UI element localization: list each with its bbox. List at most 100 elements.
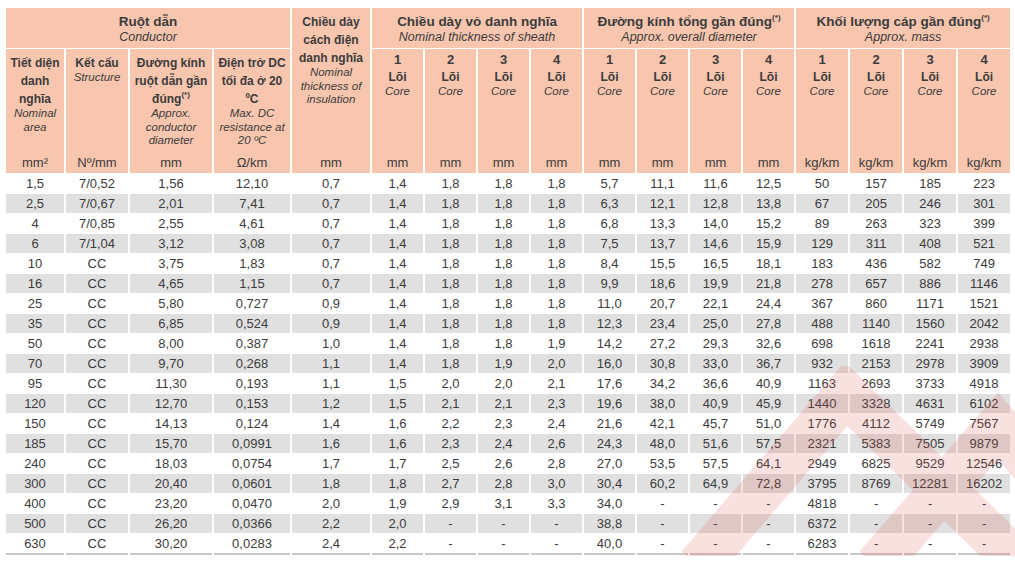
cell-sheath_2core: 2,7 [425, 474, 476, 493]
cell-sheath_4core: - [531, 534, 582, 555]
mass-core-4-column-header: 4LõiCorekg/km [958, 49, 1010, 173]
cell-mass_4core: - [958, 514, 1010, 533]
cell-area: 2,5 [6, 194, 64, 213]
cell-sheath_2core: 1,8 [425, 354, 476, 373]
cell-diameter_2core: 60,2 [637, 474, 688, 493]
cell-sheath_2core: 2,0 [425, 374, 476, 393]
cell-insulation_thickness: 1,0 [292, 334, 370, 353]
cell-conductor_diameter: 5,80 [130, 294, 212, 313]
cell-mass_3core: 9529 [904, 454, 956, 473]
cell-mass_4core: - [958, 494, 1010, 513]
mass-core-1-column-header: 1LõiCorekg/km [796, 49, 848, 173]
cell-area: 185 [6, 434, 64, 453]
cell-mass_2core: 205 [850, 194, 902, 213]
cell-diameter_4core: 21,8 [743, 274, 794, 293]
cell-mass_1core: 1776 [796, 414, 848, 433]
cell-diameter_2core: 13,7 [637, 234, 688, 253]
cell-sheath_4core: 3,3 [531, 494, 582, 513]
table-row: 2,57/0,672,017,410,71,41,81,81,86,312,11… [6, 194, 1010, 213]
table-row: 95CC11,300,1931,11,52,02,02,117,634,236,… [6, 374, 1010, 393]
cell-sheath_2core: 1,8 [425, 274, 476, 293]
insulation-column-header: Chiều dày cách điện danh nghĩa Nominal t… [292, 8, 370, 173]
cell-mass_2core: 2153 [850, 354, 902, 373]
cell-mass_3core: 582 [904, 254, 956, 273]
cell-sheath_3core: 1,8 [478, 334, 529, 353]
cell-mass_2core: 4112 [850, 414, 902, 433]
cell-diameter_2core: 18,6 [637, 274, 688, 293]
cell-dc_resistance: 0,727 [214, 294, 290, 313]
cell-sheath_3core: 1,8 [478, 234, 529, 253]
cell-structure: CC [66, 254, 128, 273]
conductor-diameter-column-header: Đường kính ruột dẫn gần đúng(*) Approx. … [130, 49, 212, 173]
cell-sheath_3core: 2,1 [478, 394, 529, 413]
cell-insulation_thickness: 1,2 [292, 394, 370, 413]
cell-sheath_3core: 1,8 [478, 254, 529, 273]
footnote-marker: (*) [181, 90, 189, 99]
cell-mass_1core: 2321 [796, 434, 848, 453]
diameter-core-2-column-header: 2LõiCoremm [637, 49, 688, 173]
cell-diameter_1core: 24,3 [584, 434, 635, 453]
cell-diameter_3core: 40,9 [690, 394, 741, 413]
table-row: 185CC15,700,09911,61,62,32,42,624,348,05… [6, 434, 1010, 453]
group-title-en: Approx. overall diameter [584, 30, 794, 45]
cell-mass_2core: 2693 [850, 374, 902, 393]
cell-conductor_diameter: 20,40 [130, 474, 212, 493]
cell-area: 10 [6, 254, 64, 273]
cell-sheath_1core: 1,4 [372, 234, 423, 253]
cell-mass_1core: 1163 [796, 374, 848, 393]
column-title-vi: Tiết diện danh nghĩa [10, 56, 59, 106]
cell-mass_3core: 1560 [904, 314, 956, 333]
cell-sheath_1core: 1,4 [372, 174, 423, 193]
cell-diameter_2core: 11,1 [637, 174, 688, 193]
cell-sheath_2core: 2,2 [425, 414, 476, 433]
cable-spec-table: Ruột dẫn Conductor Chiều dày cách điện d… [4, 7, 1012, 556]
cell-mass_1core: 278 [796, 274, 848, 293]
cell-diameter_4core: - [743, 514, 794, 533]
cell-area: 95 [6, 374, 64, 393]
cell-area: 50 [6, 334, 64, 353]
cell-diameter_4core: 27,8 [743, 314, 794, 333]
cell-mass_3core: 408 [904, 234, 956, 253]
cell-dc_resistance: 0,193 [214, 374, 290, 393]
cell-diameter_3core: 16,5 [690, 254, 741, 273]
table-row: 500CC26,200,03662,22,0---38,8---6372--- [6, 514, 1010, 533]
cell-mass_2core: 1140 [850, 314, 902, 333]
cell-diameter_4core: 36,7 [743, 354, 794, 373]
cell-mass_4core: - [958, 534, 1010, 555]
cell-dc_resistance: 0,124 [214, 414, 290, 433]
group-title-vi: Khối lượng cáp gần đúng [816, 14, 981, 29]
cell-diameter_1core: 11,0 [584, 294, 635, 313]
cell-insulation_thickness: 0,7 [292, 194, 370, 213]
cell-diameter_2core: 34,2 [637, 374, 688, 393]
diameter-core-4-column-header: 4LõiCoremm [743, 49, 794, 173]
cell-sheath_1core: 1,4 [372, 354, 423, 373]
cell-insulation_thickness: 1,7 [292, 454, 370, 473]
cell-diameter_1core: 40,0 [584, 534, 635, 555]
cell-sheath_3core: 2,0 [478, 374, 529, 393]
column-unit: mm [160, 156, 182, 170]
cell-structure: CC [66, 314, 128, 333]
column-title-vi: Đường kính ruột dẫn gần đúng [135, 56, 208, 106]
cell-sheath_4core: 1,8 [531, 214, 582, 233]
cell-sheath_4core: 1,8 [531, 314, 582, 333]
cell-mass_4core: 6102 [958, 394, 1010, 413]
cell-sheath_4core: 2,0 [531, 354, 582, 373]
table-row: 300CC20,400,06011,81,82,72,83,030,460,26… [6, 474, 1010, 493]
cell-sheath_2core: 1,8 [425, 334, 476, 353]
cell-area: 300 [6, 474, 64, 493]
column-unit: mm² [22, 156, 48, 170]
cell-sheath_1core: 1,9 [372, 494, 423, 513]
cell-diameter_4core: 57,5 [743, 434, 794, 453]
cell-structure: 7/0,85 [66, 214, 128, 233]
cell-mass_3core: - [904, 514, 956, 533]
cell-dc_resistance: 7,41 [214, 194, 290, 213]
cell-mass_4core: 399 [958, 214, 1010, 233]
table-row: 400CC23,200,04702,01,92,93,13,334,0---48… [6, 494, 1010, 513]
table-row: 47/0,852,554,610,71,41,81,81,86,813,314,… [6, 214, 1010, 233]
table-row: 50CC8,000,3871,01,41,81,81,914,227,229,3… [6, 334, 1010, 353]
cell-structure: CC [66, 334, 128, 353]
cell-diameter_2core: 38,0 [637, 394, 688, 413]
sheath-core-1-column-header: 1LõiCoremm [372, 49, 423, 173]
cell-diameter_3core: 45,7 [690, 414, 741, 433]
cell-sheath_4core: 3,0 [531, 474, 582, 493]
